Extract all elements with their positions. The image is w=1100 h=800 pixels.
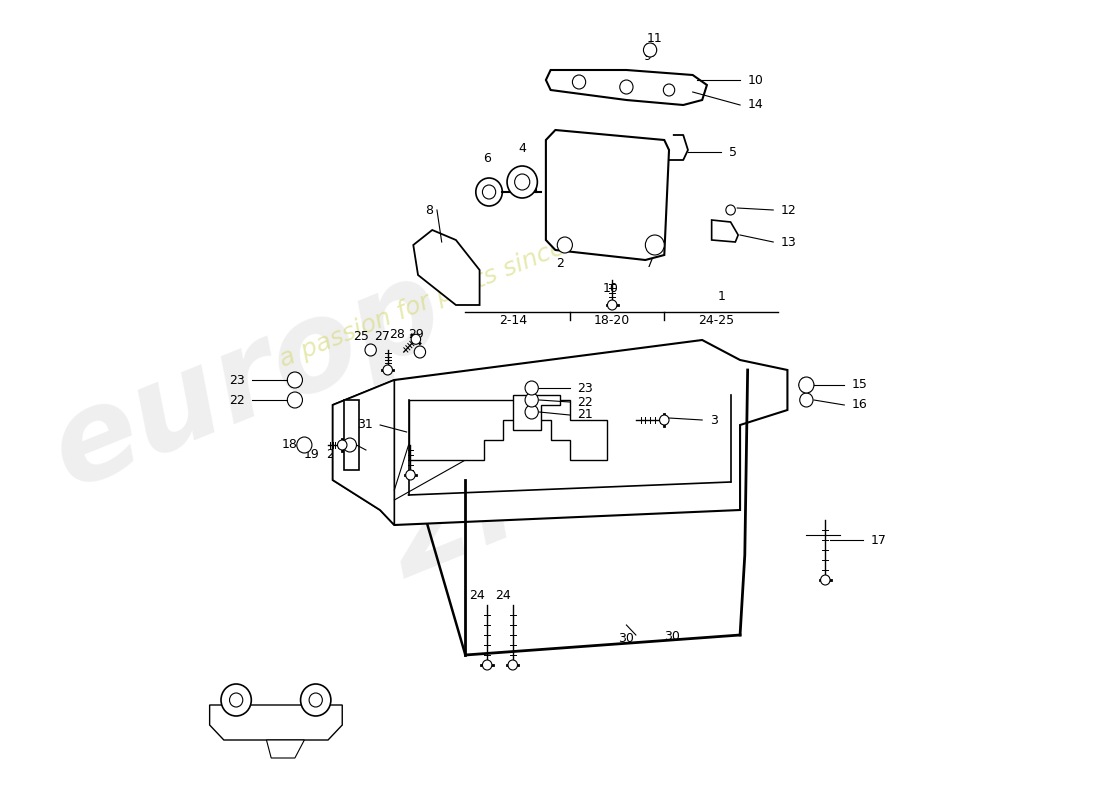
Text: 2res: 2res [366,376,697,604]
Text: 31: 31 [356,418,373,431]
Circle shape [287,372,303,388]
Text: 8: 8 [426,203,433,217]
Text: 9: 9 [644,50,651,63]
Circle shape [415,346,426,358]
Circle shape [821,575,830,585]
Text: 3: 3 [710,414,717,426]
Text: 6: 6 [483,152,491,165]
Circle shape [525,381,538,395]
Text: 2-14: 2-14 [498,314,527,327]
Text: 24: 24 [495,589,512,602]
Text: 2: 2 [557,257,564,270]
Text: 16: 16 [851,398,868,411]
Circle shape [558,237,572,253]
Circle shape [297,437,312,453]
Circle shape [309,693,322,707]
Text: 4: 4 [518,142,526,155]
Text: 5: 5 [728,146,737,158]
Circle shape [515,174,530,190]
Text: 30: 30 [664,630,680,643]
Circle shape [343,438,356,452]
Text: 28: 28 [389,328,405,341]
Text: 12: 12 [781,203,796,217]
Polygon shape [344,400,360,470]
Polygon shape [546,70,707,105]
Circle shape [726,205,735,215]
Circle shape [508,660,517,670]
Text: 20: 20 [327,449,342,462]
Polygon shape [799,378,814,392]
Circle shape [383,365,393,375]
Text: 1: 1 [717,290,725,303]
Text: 27: 27 [374,330,390,343]
Circle shape [644,43,657,57]
Text: a passion for parts since 1985: a passion for parts since 1985 [276,208,636,372]
Text: 7: 7 [646,257,654,270]
Polygon shape [210,705,342,740]
Polygon shape [287,373,303,387]
Polygon shape [525,382,538,394]
Polygon shape [644,44,657,56]
Circle shape [230,693,243,707]
Text: 22: 22 [229,394,244,406]
Polygon shape [266,740,305,758]
Polygon shape [333,380,394,525]
Text: 18: 18 [282,438,298,451]
Circle shape [287,392,303,408]
Text: 18-20: 18-20 [594,314,630,327]
Polygon shape [414,230,480,305]
Text: europ: europ [34,247,461,513]
Circle shape [411,334,420,344]
Circle shape [660,415,669,425]
Text: 11: 11 [647,32,662,45]
Text: 23: 23 [578,382,593,394]
Text: 29: 29 [408,328,424,341]
Circle shape [646,235,664,255]
Circle shape [300,684,331,716]
Circle shape [572,75,585,89]
Text: 10: 10 [603,282,618,295]
Text: 17: 17 [871,534,887,546]
Circle shape [800,393,813,407]
Polygon shape [712,220,738,242]
Polygon shape [513,395,560,430]
Text: 21: 21 [578,409,593,422]
Circle shape [365,344,376,356]
Text: 24-25: 24-25 [698,314,735,327]
Circle shape [483,185,496,199]
Polygon shape [546,130,669,260]
Circle shape [338,440,346,450]
Circle shape [221,684,251,716]
Text: 24: 24 [469,589,485,602]
Text: 13: 13 [781,235,796,249]
Circle shape [476,178,503,206]
Polygon shape [408,400,607,460]
Circle shape [799,377,814,393]
Text: 15: 15 [851,378,868,391]
Circle shape [663,84,674,96]
Text: 25: 25 [353,330,370,343]
Text: 10: 10 [748,74,763,86]
Circle shape [525,405,538,419]
Circle shape [483,660,492,670]
Circle shape [619,80,632,94]
Circle shape [525,393,538,407]
Circle shape [507,166,538,198]
Text: 23: 23 [229,374,244,386]
Circle shape [406,470,415,480]
Circle shape [607,300,617,310]
Text: 22: 22 [578,395,593,409]
Text: 30: 30 [618,632,635,645]
Text: 19: 19 [304,449,319,462]
Text: 14: 14 [748,98,763,111]
Polygon shape [333,340,788,525]
